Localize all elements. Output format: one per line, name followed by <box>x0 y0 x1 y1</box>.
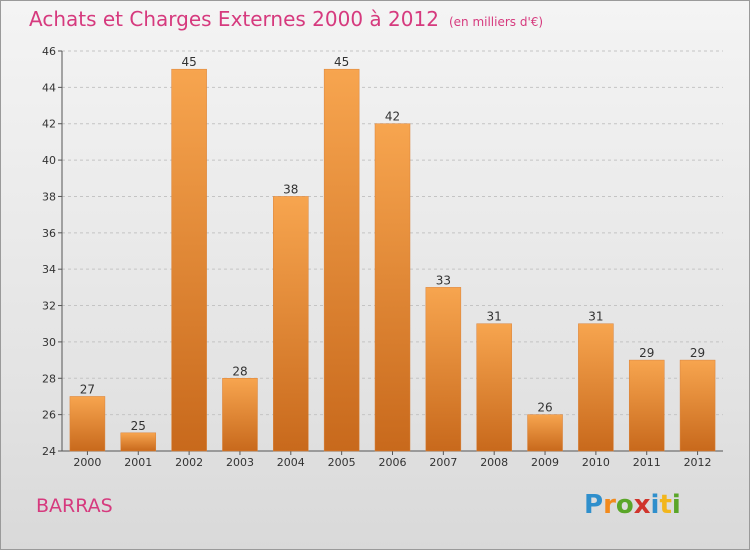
y-tick-label: 44 <box>42 81 56 94</box>
data-label: 45 <box>181 55 196 69</box>
y-tick-label: 34 <box>42 263 56 276</box>
data-label: 28 <box>232 364 247 378</box>
x-tick-label: 2007 <box>429 456 457 469</box>
y-tick-label: 46 <box>42 45 56 58</box>
x-tick-label: 2008 <box>480 456 508 469</box>
x-tick-label: 2000 <box>73 456 101 469</box>
commune-name: BARRAS <box>36 495 113 517</box>
data-label: 45 <box>334 55 349 69</box>
bar-2012 <box>679 359 716 452</box>
data-label: 31 <box>487 310 502 324</box>
x-tick-label: 2001 <box>124 456 152 469</box>
x-tick-label: 2010 <box>582 456 610 469</box>
y-tick-label: 42 <box>42 118 56 131</box>
data-label: 42 <box>385 110 400 124</box>
bar-2009 <box>527 414 563 452</box>
x-tick-label: 2003 <box>226 456 254 469</box>
data-label: 25 <box>131 419 146 433</box>
chart-subtitle: (en milliers d'€) <box>448 15 544 29</box>
bar-2003 <box>222 378 258 452</box>
bars <box>69 68 716 452</box>
y-tick-label: 24 <box>42 445 56 458</box>
logo-letter: i <box>650 490 660 520</box>
data-label: 29 <box>690 346 705 360</box>
logo-letter: i <box>671 490 681 520</box>
logo-letter: o <box>615 490 634 520</box>
title-text: Achats et Charges Externes 2000 à 2012 <box>29 7 439 31</box>
x-tick-label: 2011 <box>633 456 661 469</box>
x-tick-label: 2004 <box>277 456 305 469</box>
x-tick-label: 2005 <box>328 456 356 469</box>
logo-letter: t <box>659 490 672 520</box>
data-label: 29 <box>639 346 654 360</box>
x-tick-label: 2002 <box>175 456 203 469</box>
data-label: 33 <box>436 273 451 287</box>
x-tick-label: 2009 <box>531 456 559 469</box>
bar-2005 <box>323 68 360 452</box>
y-tick-label: 40 <box>42 154 56 167</box>
y-tick-label: 32 <box>42 300 56 313</box>
data-label: 38 <box>283 182 298 196</box>
labels: 24 26 28 30 32 34 36 38 40 42 44 46 27 2000 25 2001 45 20… <box>42 45 712 469</box>
y-tick-label: 38 <box>42 190 56 203</box>
y-tick-label: 30 <box>42 336 56 349</box>
bar-2001 <box>120 432 157 452</box>
bar-2007 <box>425 287 462 452</box>
proxiti-logo: Proxiti <box>584 490 681 520</box>
bar-2004 <box>273 196 309 452</box>
data-label: 27 <box>80 382 95 396</box>
logo-letter: P <box>584 490 604 520</box>
data-label: 26 <box>537 401 552 415</box>
bar-2011 <box>628 359 665 452</box>
y-tick-label: 28 <box>42 372 56 385</box>
y-tick-label: 26 <box>42 409 56 422</box>
bar-2008 <box>476 323 512 452</box>
x-tick-label: 2012 <box>684 456 712 469</box>
logo-letter: r <box>603 490 616 520</box>
bar-2000 <box>69 396 106 452</box>
chart-title: Achats et Charges Externes 2000 à 2012 (e… <box>29 7 543 31</box>
logo-letter: x <box>633 490 651 520</box>
data-label: 31 <box>588 310 603 324</box>
x-tick-label: 2006 <box>379 456 407 469</box>
bar-2006 <box>374 123 411 452</box>
bar-2010 <box>578 323 614 452</box>
y-tick-label: 36 <box>42 227 56 240</box>
bar-2002 <box>171 68 207 452</box>
